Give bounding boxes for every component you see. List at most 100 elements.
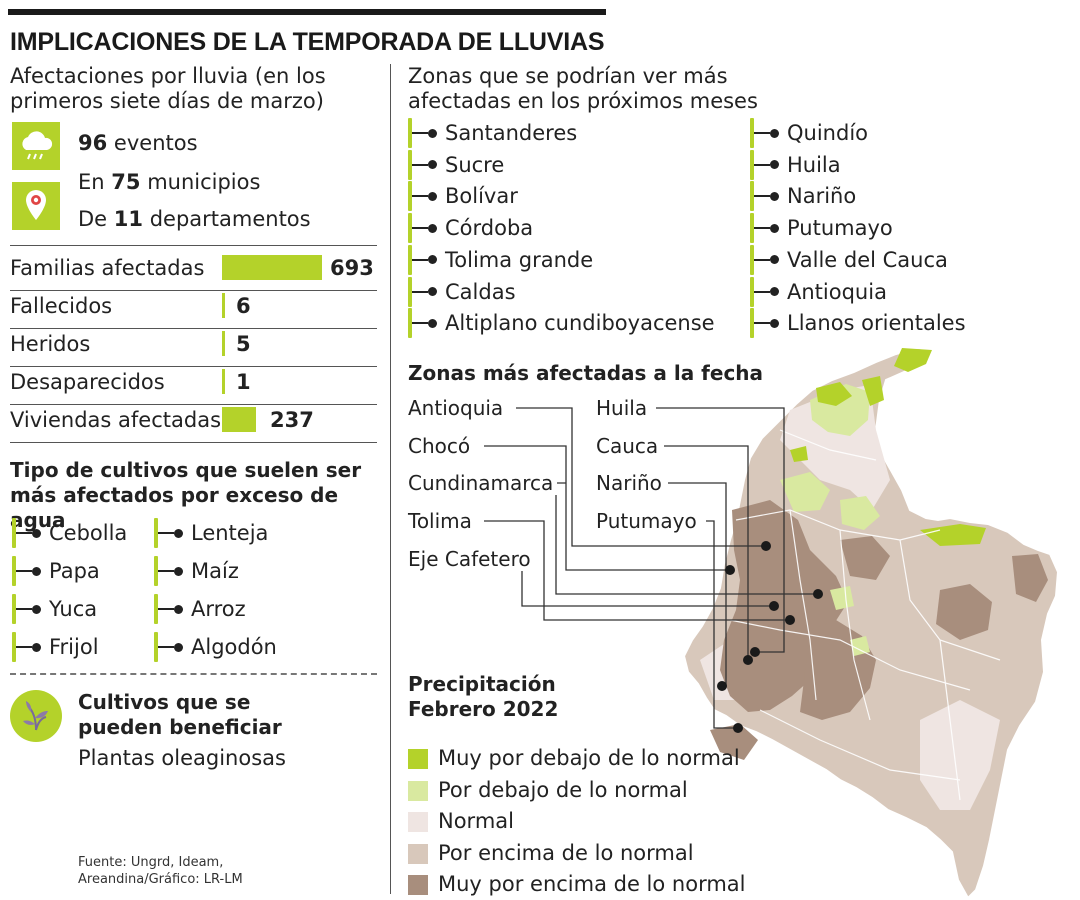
bullet-stem [750, 149, 754, 180]
bullet-leader [754, 132, 770, 134]
bullet-leader [158, 608, 174, 610]
location-pin-icon [12, 182, 60, 230]
cultivo-item: Frijol [12, 628, 99, 666]
bullet-dot [770, 318, 779, 328]
bullet-dot [174, 566, 183, 576]
bullet-dot [428, 191, 437, 201]
cultivo-item: Maíz [154, 552, 239, 590]
bullet-stem [12, 518, 16, 548]
beneficio-heading-1: Cultivos que se [78, 690, 251, 714]
zonas-futuras-heading: Zonas que se podrían ver más afectadas e… [408, 64, 758, 113]
bar-value-label: 237 [270, 408, 314, 432]
zona-futura-label: Valle del Cauca [787, 247, 948, 272]
bullet-leader [412, 258, 428, 261]
bullet-leader [412, 163, 428, 166]
bar-category-label: Viviendas afectadas [10, 408, 222, 432]
bullet-leader [158, 570, 174, 572]
cultivo-item: Arroz [154, 590, 246, 628]
bullet-stem [154, 632, 158, 662]
zona-futura-item: Altiplano cundiboyacense [408, 304, 715, 342]
bar-value-label: 6 [236, 294, 251, 318]
zona-futura-label: Putumayo [787, 216, 893, 241]
top-rule [8, 9, 606, 15]
rain-cloud-icon [12, 122, 60, 170]
cultivo-label: Arroz [191, 597, 246, 621]
cultivo-item: Lenteja [154, 514, 268, 552]
bullet-dot [770, 287, 779, 296]
cultivo-item: Yuca [12, 590, 97, 628]
zona-futura-item: Nariño [750, 177, 856, 215]
map-label: Cauca [596, 434, 663, 458]
bullet-leader [754, 227, 770, 230]
cultivo-label: Frijol [49, 635, 99, 659]
beneficio-heading-2: pueden beneficiar [78, 715, 282, 739]
legend-swatch [408, 749, 428, 769]
dashed-divider [10, 673, 377, 675]
bar-mark [222, 255, 322, 280]
bullet-leader [158, 532, 174, 534]
zona-futura-label: Altiplano cundiboyacense [445, 311, 715, 336]
map-label: Chocó [408, 434, 475, 458]
legend-label: Muy por encima de lo normal [438, 872, 746, 896]
cultivo-label: Yuca [49, 597, 98, 621]
legend-swatch [408, 780, 428, 801]
source-line-1: Fuente: Ungrd, Ideam, [78, 855, 224, 870]
bar-category-label: Desaparecidos [10, 370, 165, 394]
bullet-stem [12, 556, 16, 586]
bullet-leader [412, 227, 428, 230]
bar-mark [222, 293, 225, 318]
row-divider [10, 328, 377, 329]
bar-category-label: Heridos [10, 332, 91, 356]
bullet-stem [12, 632, 16, 662]
bullet-dot [428, 318, 437, 328]
zona-futura-item: Antioquia [750, 273, 887, 311]
bullet-dot [770, 223, 779, 233]
zona-futura-item: Sucre [408, 146, 504, 184]
bullet-leader [158, 646, 174, 648]
bullet-stem [408, 118, 412, 148]
legend-swatch [408, 875, 428, 895]
bullet-leader [754, 163, 770, 166]
bullet-leader [754, 258, 770, 261]
bar-value-label: 1 [236, 370, 251, 394]
bullet-leader [16, 532, 32, 534]
map-label: Tolima [408, 509, 476, 533]
bullet-leader [412, 132, 428, 134]
column-divider [390, 64, 391, 894]
stat-eventos: 96 eventos [78, 131, 198, 155]
zona-futura-item: Putumayo [750, 209, 893, 247]
zona-futura-label: Nariño [787, 184, 857, 209]
beneficio-text: Plantas oleaginosas [78, 746, 286, 770]
map-label: Huila [596, 396, 652, 420]
row-divider [10, 442, 377, 443]
legend-label: Muy por debajo de lo normal [438, 746, 740, 770]
divider [10, 245, 377, 246]
bullet-dot [770, 255, 779, 265]
bullet-dot [174, 528, 183, 538]
zona-futura-label: Antioquia [787, 279, 887, 304]
bullet-dot [428, 223, 437, 233]
bullet-dot [174, 604, 183, 614]
bullet-stem [750, 276, 754, 307]
zona-futura-item: Bolívar [408, 177, 518, 215]
bar-value-label: 693 [330, 256, 374, 280]
zona-futura-item: Tolima grande [408, 241, 593, 279]
bullet-dot [428, 128, 437, 138]
row-divider [10, 404, 377, 405]
cultivo-label: Lenteja [191, 521, 269, 545]
zona-futura-item: Valle del Cauca [750, 241, 948, 279]
bullet-leader [754, 290, 770, 293]
afectaciones-heading: Afectaciones por lluvia (en los primeros… [10, 64, 326, 113]
map-label: Eje Cafetero [408, 547, 535, 571]
legend-title-2: Febrero 2022 [408, 697, 559, 721]
bar-category-label: Fallecidos [10, 294, 113, 318]
bullet-dot [770, 191, 779, 201]
colombia-precipitation-map [682, 346, 1060, 900]
zona-futura-label: Caldas [445, 279, 516, 304]
bullet-leader [412, 195, 428, 198]
bullet-stem [408, 213, 412, 244]
zona-futura-item: Santanderes [408, 114, 577, 152]
legend-label: Por debajo de lo normal [438, 777, 688, 802]
bullet-stem [408, 276, 412, 307]
